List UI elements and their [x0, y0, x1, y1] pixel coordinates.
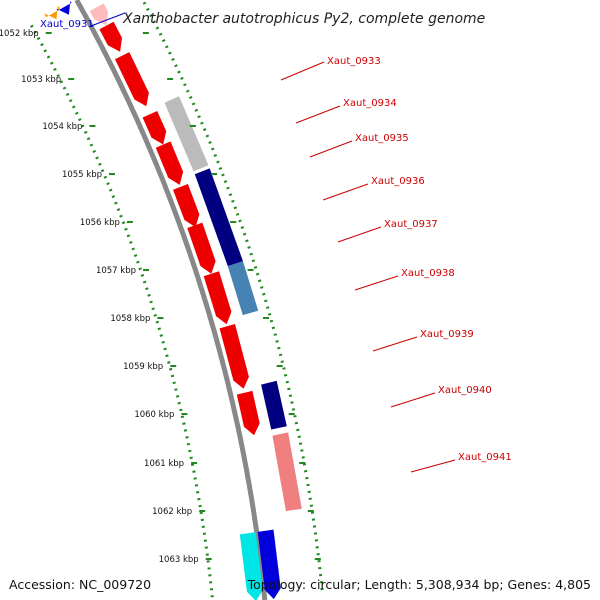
tick-label: 1056 kbp: [80, 218, 120, 228]
gene-feature: [227, 261, 259, 316]
gene-label[interactable]: Xaut_0935: [355, 133, 409, 144]
gene-feature: [194, 168, 243, 267]
gene-labels: Xaut_0931 Xaut_0933 Xaut_0934 Xaut_0935 Xaut…: [40, 12, 512, 473]
gene-feature: [44, 5, 61, 20]
genome-backbone: [74, 0, 268, 600]
tick-label: 1058 kbp: [110, 314, 150, 324]
tick-label: 1052 kbp: [0, 29, 39, 39]
gene-feature: [257, 529, 281, 600]
gene-label[interactable]: Xaut_0933: [327, 56, 381, 67]
gene-label[interactable]: Xaut_0938: [401, 268, 455, 279]
gene-features: [44, 0, 302, 600]
kbp-ticks: 1052 kbp 1053 kbp 1054 kbp 1055 kbp 1056 kbp…: [0, 29, 321, 565]
gene-feature: [89, 3, 109, 26]
gene-feature: [261, 380, 287, 430]
accession-text: Accession: NC_009720: [9, 577, 152, 592]
gene-label[interactable]: Xaut_0940: [438, 385, 492, 396]
gene-feature: [272, 432, 302, 512]
gene-label[interactable]: Xaut_0937: [384, 219, 438, 230]
tick-label: 1060 kbp: [134, 410, 174, 420]
gene-label-leader: [354, 275, 399, 291]
ruler-inner: [29, 24, 215, 600]
gene-label-leader: [410, 459, 456, 473]
gene-label[interactable]: Xaut_0939: [420, 329, 474, 340]
gene-label-leader: [90, 12, 126, 27]
tick-label: 1053 kbp: [21, 75, 61, 85]
gene-label-leader: [322, 183, 369, 201]
gene-label-leader: [337, 226, 382, 243]
backbone-line: [74, 0, 268, 600]
gene-label-leader: [390, 392, 436, 408]
gene-feature: [187, 222, 216, 274]
gene-label[interactable]: Xaut_0941: [458, 452, 512, 463]
gene-feature: [142, 111, 167, 145]
gene-feature: [155, 141, 184, 185]
tick-label: 1062 kbp: [152, 507, 192, 517]
gene-feature: [56, 0, 72, 15]
tick-label: 1061 kbp: [144, 459, 184, 469]
tick-label: 1059 kbp: [123, 362, 163, 372]
gene-label-leader: [280, 61, 325, 81]
tick-label: 1057 kbp: [96, 266, 136, 276]
gene-feature: [99, 21, 122, 52]
gene-label-leader: [309, 140, 353, 158]
gene-feature: [203, 271, 232, 325]
tick-label: 1054 kbp: [42, 122, 82, 132]
gene-label[interactable]: Xaut_0931: [40, 19, 94, 30]
gene-feature: [115, 52, 149, 107]
genome-info-text: Topology: circular; Length: 5,308,934 bp…: [247, 577, 591, 592]
gene-label[interactable]: Xaut_0936: [371, 176, 425, 187]
tick-label: 1063 kbp: [159, 555, 199, 565]
map-title: Xanthobacter autotrophicus Py2, complete…: [122, 11, 485, 27]
gene-label[interactable]: Xaut_0934: [343, 98, 397, 109]
gene-feature: [173, 184, 200, 228]
gene-label-leader: [295, 105, 341, 124]
ruler-dotted-lines: [29, 0, 325, 600]
gene-feature: [164, 96, 209, 172]
tick-label: 1055 kbp: [62, 170, 102, 180]
gene-feature: [239, 532, 263, 600]
gene-feature: [236, 390, 260, 436]
gene-label-leader: [372, 336, 418, 352]
gene-feature: [219, 324, 249, 389]
